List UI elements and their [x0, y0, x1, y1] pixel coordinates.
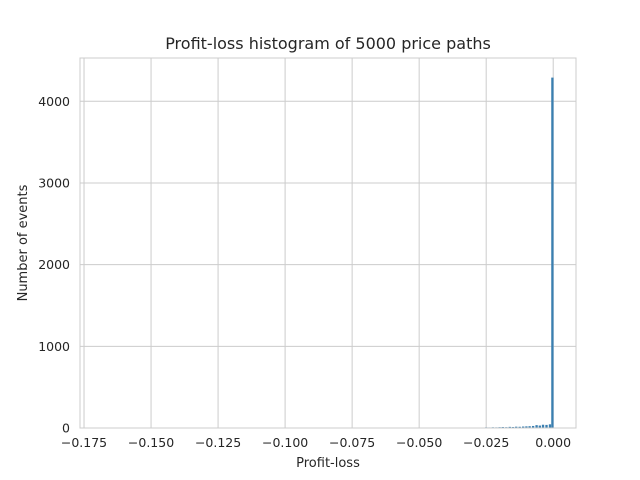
y-axis-label: Number of events — [16, 184, 31, 301]
x-tick-label: −0.150 — [128, 435, 174, 450]
histogram-bar — [515, 426, 518, 428]
histogram-bar — [541, 424, 545, 428]
y-tick-label: 4000 — [38, 94, 70, 109]
histogram-bar — [548, 424, 552, 428]
x-axis-label: Profit-loss — [296, 456, 360, 471]
x-tick-label: −0.025 — [463, 435, 509, 450]
y-tick-label: 1000 — [38, 339, 70, 354]
histogram-bar — [522, 426, 525, 428]
y-tick-labels: 0 1000 2000 3000 4000 — [38, 94, 70, 436]
grid-layer — [80, 58, 576, 429]
histogram-bar — [545, 424, 548, 428]
bars-layer — [471, 77, 554, 428]
x-tick-label: −0.100 — [262, 435, 308, 450]
histogram-bar — [551, 77, 554, 428]
x-tick-label: −0.075 — [329, 435, 375, 450]
y-tick-label: 3000 — [38, 175, 70, 190]
histogram-bar — [525, 426, 528, 428]
histogram-bar — [508, 426, 511, 428]
histogram-bar — [528, 426, 531, 428]
x-tick-label: −0.175 — [61, 435, 107, 450]
y-tick-label: 2000 — [38, 257, 70, 272]
histogram-bar — [518, 426, 521, 428]
x-tick-label: −0.050 — [396, 435, 442, 450]
histogram-bar — [538, 425, 541, 428]
y-tick-label: 0 — [62, 421, 70, 436]
x-tick-labels: −0.175 −0.150 −0.125 −0.100 −0.075 −0.050 −0.0… — [61, 435, 571, 450]
x-tick-label: 0.000 — [535, 435, 571, 450]
chart-title: Profit-loss histogram of 5000 price path… — [165, 34, 491, 53]
histogram-bar — [531, 425, 535, 428]
histogram-bar — [535, 425, 538, 428]
plot-frame — [79, 57, 577, 429]
x-tick-label: −0.125 — [195, 435, 241, 450]
